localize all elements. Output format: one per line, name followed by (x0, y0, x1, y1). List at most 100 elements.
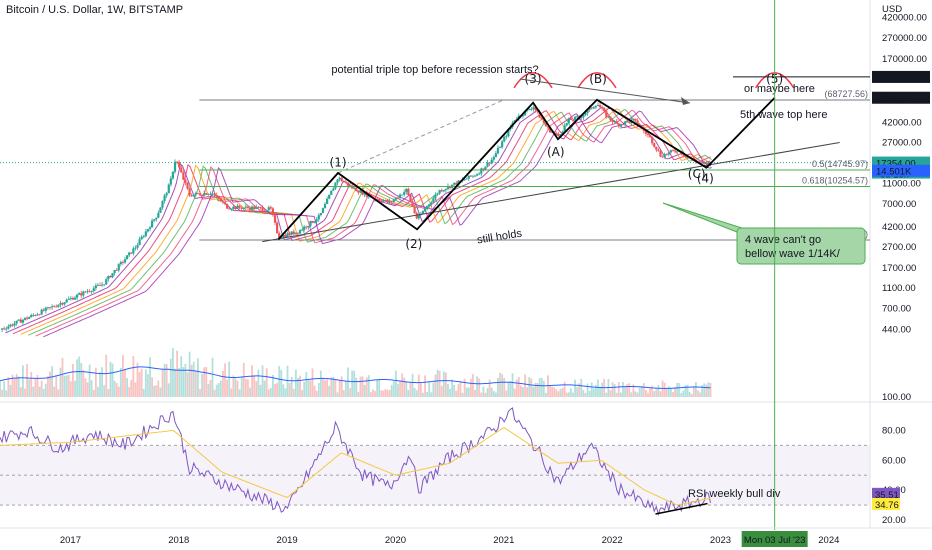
candle-body (38, 314, 41, 316)
candle-body (136, 245, 139, 248)
candle-body (307, 226, 310, 228)
candle-body (226, 203, 229, 209)
candle-body (276, 222, 279, 234)
candle-body (19, 319, 22, 323)
candle-body (561, 131, 564, 135)
candle-body (338, 177, 341, 180)
candle-body (494, 153, 497, 157)
candle-body (21, 319, 25, 323)
volume-bar (136, 362, 139, 397)
candle-body (588, 107, 591, 110)
candle-body (423, 209, 427, 212)
volume-bar (701, 385, 704, 397)
candle-body (386, 199, 389, 203)
candle-body (646, 133, 650, 136)
volume-bar (409, 382, 412, 397)
candle-body (301, 229, 304, 231)
candle-body (144, 231, 147, 237)
ma-ribbon-line (20, 108, 711, 335)
volume-bar (467, 387, 470, 397)
candle-body (130, 252, 133, 254)
callout-box (736, 227, 866, 265)
candle-body (298, 230, 302, 234)
candle-body (394, 197, 397, 200)
volume-bar (144, 369, 147, 397)
candle-body (555, 133, 558, 134)
candle-body (663, 154, 666, 158)
candle-body (30, 315, 33, 318)
candle-body (90, 291, 93, 292)
candle-body (230, 208, 233, 210)
volume-bar (165, 364, 168, 397)
candle-body (138, 239, 141, 246)
price-axis-tick: 2700.00 (882, 242, 916, 253)
volume-bar (357, 391, 360, 397)
candle-body (457, 180, 460, 185)
candle-body (563, 125, 566, 132)
candle-body (342, 180, 345, 182)
wave-label: (C) (688, 167, 706, 181)
volume-bar (263, 380, 266, 397)
volume-bar (167, 383, 170, 397)
volume-bar (319, 370, 322, 397)
candle-body (471, 175, 475, 177)
candle-body (455, 182, 458, 185)
candle-body (178, 162, 181, 168)
volume-bar (253, 375, 256, 397)
volume-bar (280, 369, 283, 397)
volume-bar (703, 383, 706, 397)
candle-body (228, 208, 231, 210)
candle-body (534, 107, 537, 111)
volume-bar (65, 375, 68, 397)
volume-bar (534, 382, 537, 397)
price-axis-tick: 170000.00 (882, 54, 927, 65)
candle-body (67, 298, 70, 300)
wave-label: (A) (547, 145, 565, 159)
candle-body (75, 294, 79, 298)
volume-bar (380, 390, 383, 397)
volume-bar (82, 369, 85, 397)
candle-body (146, 229, 150, 232)
candle-body (153, 219, 156, 221)
candle-body (413, 206, 416, 213)
candle-body (336, 179, 339, 183)
candle-body (217, 196, 220, 199)
candle-body (240, 207, 243, 209)
volume-bar (401, 373, 404, 397)
volume-bar (399, 381, 401, 397)
volume-bar (422, 392, 424, 397)
candle-body (330, 190, 333, 195)
chart-title: Bitcoin / U.S. Dollar, 1W, BITSTAMP (6, 4, 184, 16)
candle-body (557, 133, 560, 136)
volume-bar (707, 382, 710, 397)
volume-bar (63, 375, 66, 397)
candle-body (273, 215, 277, 223)
candle-body (132, 248, 135, 254)
candle-body (11, 324, 14, 326)
candle-body (150, 220, 154, 228)
volume-bar (7, 377, 10, 397)
volume-bar (9, 384, 12, 397)
volume-bar (17, 376, 20, 397)
candle-body (111, 273, 114, 278)
volume-bar (53, 386, 56, 397)
candle-body (265, 210, 268, 211)
candle-body (348, 185, 352, 187)
volume-bar (597, 379, 599, 397)
volume-bar (432, 382, 435, 397)
volume-bar (240, 376, 243, 397)
candle-body (596, 105, 600, 106)
candle-body (100, 284, 104, 286)
candle-body (667, 152, 670, 155)
candle-body (636, 120, 639, 126)
volume-bar (669, 388, 672, 397)
volume-bar (36, 374, 39, 397)
volume-bar (442, 371, 445, 397)
volume-bar (680, 393, 683, 397)
candle-body (684, 155, 687, 157)
candle-body (482, 168, 485, 170)
volume-bar (226, 379, 229, 397)
candle-body (23, 317, 27, 320)
candle-body (63, 302, 66, 305)
